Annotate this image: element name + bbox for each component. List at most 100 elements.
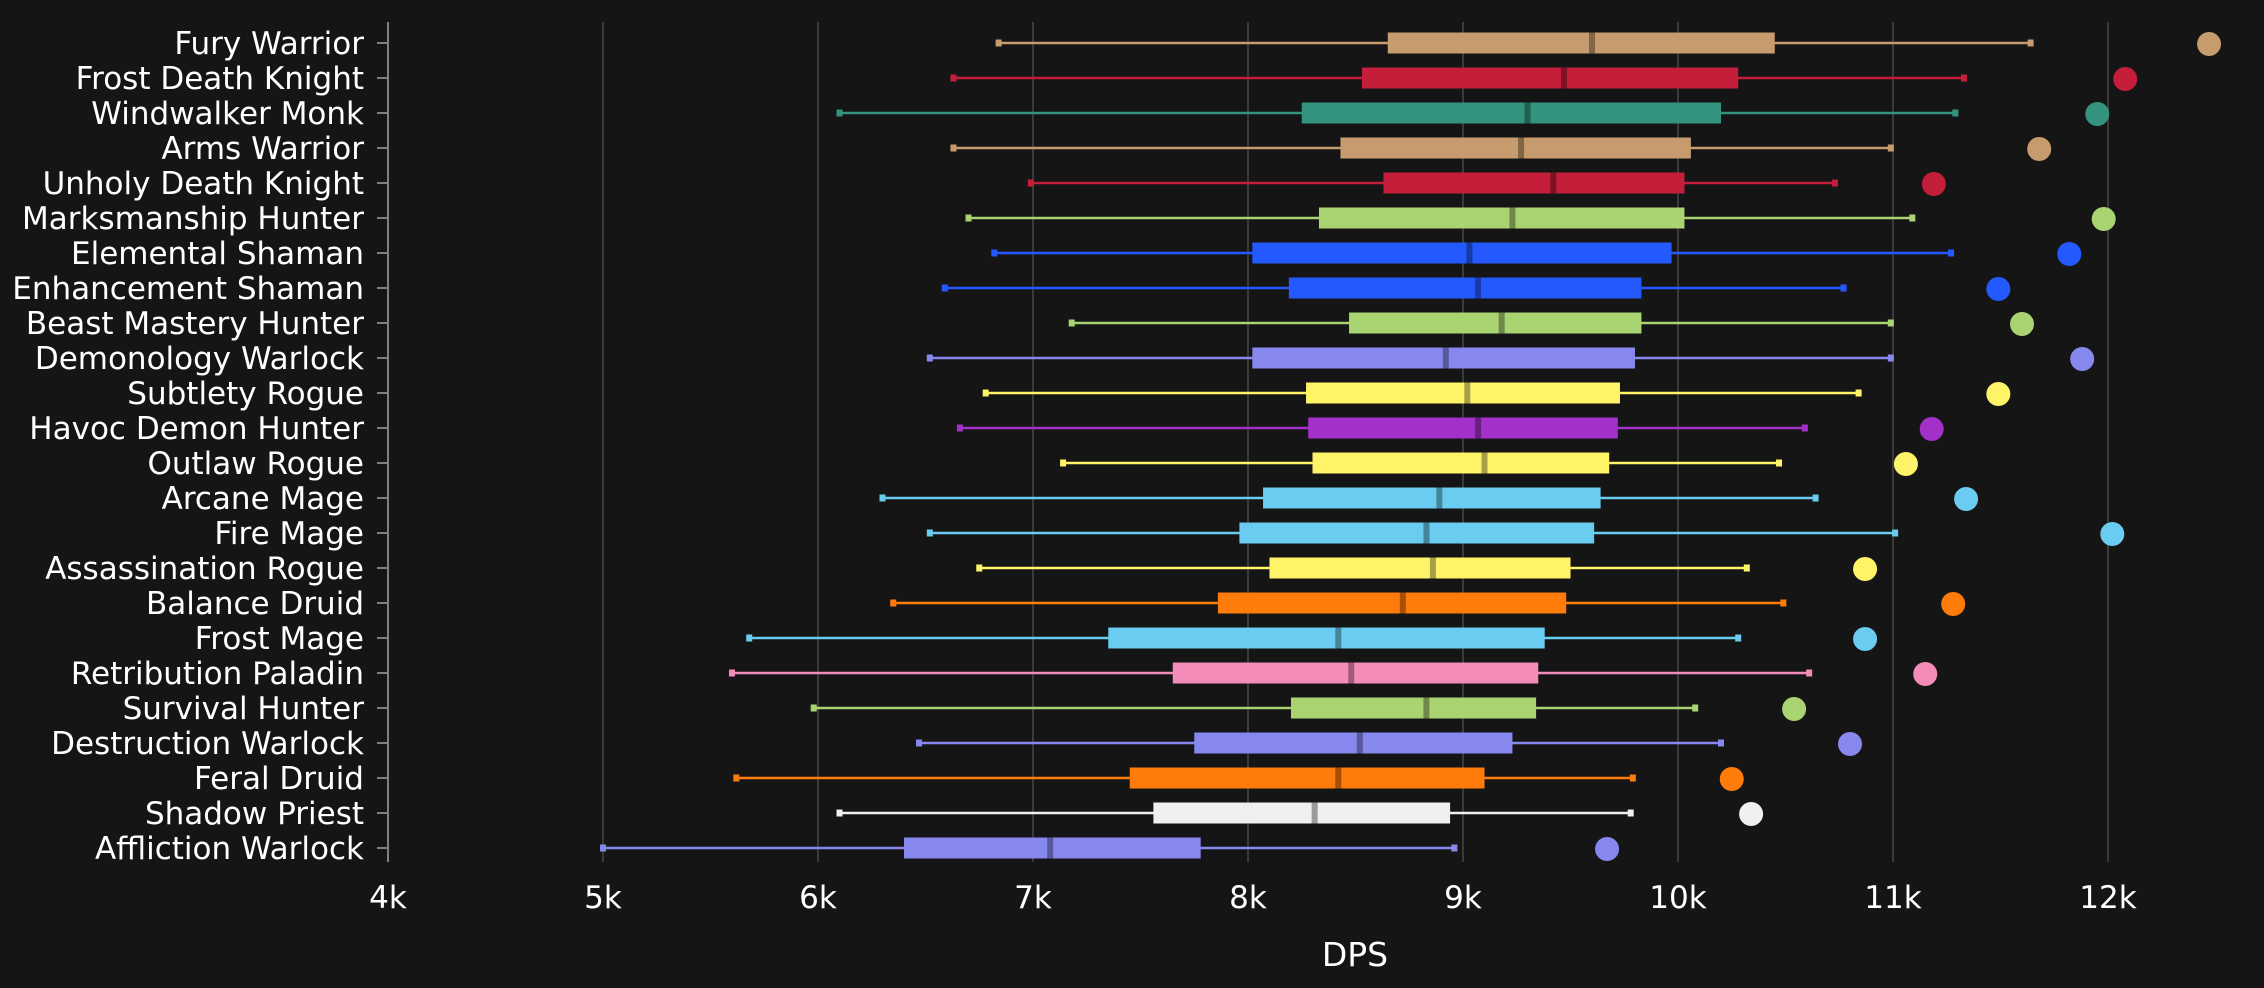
whisker-min-cap	[982, 389, 989, 397]
max-point	[2085, 102, 2110, 126]
max-point	[1853, 627, 1878, 651]
box-row	[836, 102, 2110, 126]
y-axis	[377, 22, 389, 862]
box-series	[600, 32, 2222, 861]
median-marker	[1335, 627, 1342, 649]
median-marker	[1311, 802, 1318, 824]
whisker-min-cap	[976, 564, 983, 572]
box-row	[995, 32, 2222, 56]
whisker-max-cap	[1743, 564, 1750, 572]
iqr-box	[1349, 312, 1642, 334]
whisker-max-cap	[1887, 144, 1894, 152]
max-point	[1986, 277, 2011, 301]
median-marker	[1348, 662, 1355, 684]
iqr-box	[1252, 242, 1672, 264]
x-tick-label: 5k	[584, 880, 622, 916]
max-point	[2197, 32, 2222, 56]
max-point	[1921, 172, 1946, 196]
whisker-max-cap	[1718, 739, 1724, 747]
whisker-min-cap	[950, 74, 957, 82]
box-row	[941, 277, 2011, 301]
box-row	[950, 137, 2052, 161]
whisker-max-cap	[1831, 179, 1838, 187]
whisker-min-cap	[965, 214, 972, 222]
category-label: Arms Warrior	[161, 131, 364, 167]
box-row	[965, 207, 2116, 231]
box-row	[733, 767, 1744, 791]
category-label: Unholy Death Knight	[43, 166, 364, 202]
category-label: Survival Hunter	[123, 691, 365, 727]
whisker-max-cap	[1887, 319, 1894, 327]
median-marker	[1550, 172, 1557, 194]
category-label: Arcane Mage	[162, 481, 364, 517]
whisker-min-cap	[991, 249, 998, 257]
median-marker	[1466, 242, 1473, 264]
category-label: Balance Druid	[146, 586, 364, 622]
category-label: Marksmanship Hunter	[22, 201, 364, 237]
category-label: Windwalker Monk	[91, 96, 364, 132]
whisker-min-cap	[1027, 179, 1034, 187]
max-point	[1838, 732, 1862, 756]
box-row	[890, 592, 1966, 616]
whisker-max-cap	[1887, 354, 1894, 362]
x-tick-label: 10k	[1649, 880, 1706, 916]
iqr-box	[1340, 137, 1691, 159]
max-point	[2010, 312, 2034, 336]
category-label: Shadow Priest	[145, 796, 364, 832]
whisker-max-cap	[1735, 634, 1742, 642]
category-label: Outlaw Rogue	[147, 446, 364, 482]
whisker-min-cap	[836, 809, 843, 817]
iqr-box	[1318, 207, 1685, 229]
x-tick-label: 8k	[1229, 880, 1267, 916]
category-label: Destruction Warlock	[51, 726, 364, 762]
iqr-box	[904, 837, 1201, 859]
max-point	[1739, 802, 1764, 826]
whisker-max-cap	[1812, 494, 1819, 502]
median-marker	[1464, 382, 1471, 404]
whisker-max-cap	[1692, 704, 1699, 712]
iqr-box	[1288, 277, 1642, 299]
iqr-box	[1291, 697, 1537, 719]
iqr-box	[1269, 557, 1571, 579]
box-row	[810, 697, 1807, 721]
whisker-min-cap	[879, 494, 886, 502]
x-tick-label: 4k	[369, 880, 407, 916]
box-row	[1027, 172, 1946, 196]
max-point	[1853, 557, 1878, 581]
x-tick-label: 9k	[1444, 880, 1482, 916]
x-tick-labels: 4k 5k 6k 7k 8k 9k 10k 11k 12k	[369, 880, 2137, 916]
box-row	[729, 662, 1938, 686]
median-marker	[1436, 487, 1443, 509]
box-row	[836, 802, 1764, 826]
category-label: Havoc Demon Hunter	[29, 411, 364, 447]
whisker-min-cap	[956, 424, 963, 432]
category-label: Assassination Rogue	[45, 551, 364, 587]
max-point	[1919, 417, 1944, 441]
max-point	[1954, 487, 1979, 511]
category-label: Frost Mage	[195, 621, 364, 657]
iqr-box	[1217, 592, 1567, 614]
max-point	[2100, 522, 2125, 546]
max-point	[2057, 242, 2082, 266]
category-label: Frost Death Knight	[76, 61, 364, 97]
category-label: Fire Mage	[214, 516, 364, 552]
x-tick-label: 6k	[799, 880, 837, 916]
iqr-box	[1153, 802, 1451, 824]
whisker-min-cap	[916, 739, 923, 747]
median-marker	[1475, 417, 1482, 439]
median-marker	[1524, 102, 1531, 124]
category-label: Feral Druid	[194, 761, 364, 797]
category-label: Affliction Warlock	[95, 831, 364, 867]
box-row	[600, 837, 1620, 861]
whisker-max-cap	[1892, 529, 1899, 537]
max-point	[1595, 837, 1620, 861]
whisker-min-cap	[926, 529, 933, 537]
median-marker	[1561, 67, 1568, 89]
box-row	[1068, 312, 2034, 336]
max-point	[1893, 452, 1918, 476]
whisker-min-cap	[729, 669, 735, 677]
iqr-box	[1308, 417, 1618, 439]
whisker-max-cap	[1806, 669, 1813, 677]
